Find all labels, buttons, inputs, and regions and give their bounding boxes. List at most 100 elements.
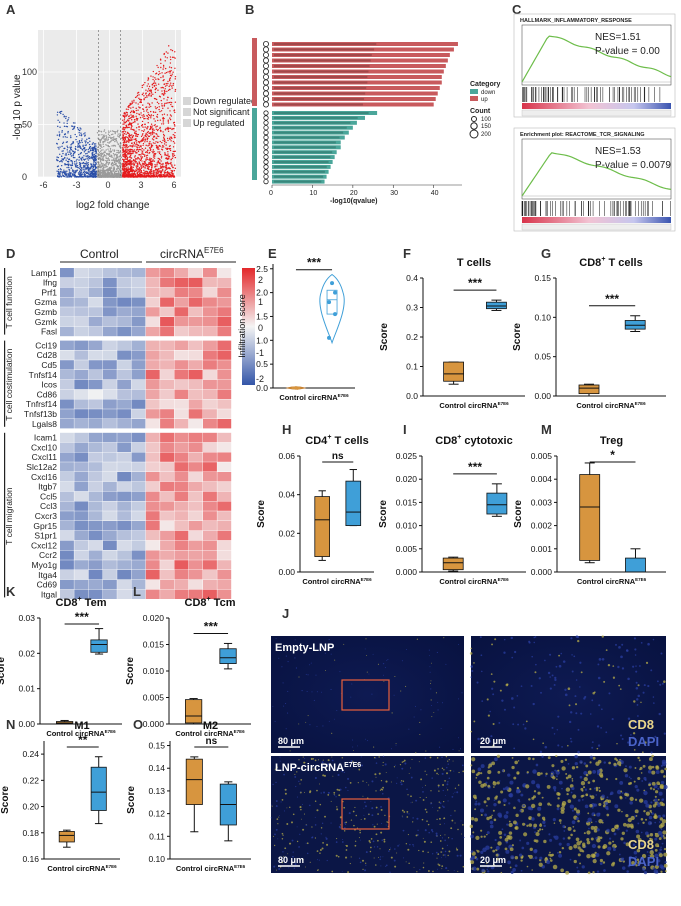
volcano-point-up — [160, 67, 161, 68]
dapi-signal — [658, 713, 660, 715]
gsea-rank-metric — [522, 224, 671, 230]
cd8-signal — [345, 821, 347, 823]
volcano-point-ns — [107, 176, 108, 177]
volcano-point-up — [131, 125, 132, 126]
cd8-signal — [430, 757, 432, 759]
volcano-xlabel: log2 fold change — [76, 200, 150, 211]
heatmap-cell — [203, 317, 217, 326]
cd8-signal — [382, 789, 384, 791]
volcano-point-down — [89, 148, 90, 149]
volcano-point-up — [139, 173, 140, 174]
volcano-point-up — [158, 103, 159, 104]
volcano-point-ns — [111, 165, 112, 166]
cd8-signal — [442, 848, 444, 850]
dapi-signal — [570, 738, 572, 740]
volcano-point-up — [128, 124, 129, 125]
heatmap-cell — [89, 268, 103, 277]
dapi-signal — [277, 838, 278, 839]
heatmap-gene-label: Cd86 — [37, 389, 58, 399]
volcano-point-ns — [108, 130, 109, 131]
volcano-point-ns — [102, 142, 103, 143]
volcano-point-up — [133, 101, 134, 102]
volcano-point-up — [135, 116, 136, 117]
cd8-signal — [426, 820, 428, 822]
heatmap-cell — [132, 327, 146, 336]
boxplot-title: CD8+ Tem — [56, 596, 107, 609]
heatmap-cell — [203, 570, 217, 579]
dapi-signal — [460, 748, 461, 749]
heatmap-cell — [103, 580, 117, 589]
volcano-point-down — [95, 150, 96, 151]
heatmap-cell — [160, 541, 174, 550]
dapi-signal — [345, 787, 347, 789]
boxplot-ytick: 0.004 — [531, 474, 553, 484]
volcano-point-down — [65, 174, 66, 175]
dapi-signal — [419, 869, 420, 870]
volcano-point-down — [57, 147, 58, 148]
heatmap-cell — [103, 482, 117, 491]
volcano-point-up — [123, 166, 124, 167]
volcano-point-up — [142, 104, 143, 105]
volcano-point-up — [162, 176, 163, 177]
dapi-signal — [554, 684, 556, 686]
boxplot-ytick: 0.025 — [396, 451, 418, 461]
volcano-point-up — [145, 165, 146, 166]
dapi-signal — [453, 771, 454, 772]
dapi-signal — [320, 792, 321, 793]
boxplot-ytick: 0.02 — [18, 648, 35, 658]
volcano-point-up — [143, 109, 144, 110]
volcano-point-up — [145, 173, 146, 174]
cd8-signal — [439, 802, 440, 803]
heatmap-cell — [203, 297, 217, 306]
cd8-signal — [378, 756, 379, 757]
volcano-point-up — [165, 170, 166, 171]
cd8-signal — [426, 811, 428, 813]
volcano-point-up — [135, 97, 136, 98]
dapi-signal — [370, 801, 371, 802]
go-count-dot — [263, 96, 268, 101]
dapi-signal — [444, 840, 446, 842]
cd8-signal — [402, 816, 403, 817]
cd8-signal — [431, 716, 432, 717]
volcano-point-down — [84, 151, 85, 152]
volcano-point-up — [146, 157, 147, 158]
go-term-label — [274, 87, 366, 89]
volcano-point-up — [138, 147, 139, 148]
volcano-point-down — [57, 173, 58, 174]
dapi-signal — [347, 778, 349, 780]
volcano-point-ns — [97, 172, 98, 173]
cd8-signal — [366, 782, 367, 783]
volcano-point-up — [144, 171, 145, 172]
heatmap-cell — [217, 419, 231, 428]
gsea-title: Enrichment plot: REACTOME_TCR_SIGNALING — [520, 132, 645, 138]
boxplot-box-control — [444, 362, 464, 381]
volcano-point-ns — [117, 176, 118, 177]
volcano-point-down — [93, 164, 94, 165]
heatmap-cell — [217, 409, 231, 418]
volcano-point-up — [136, 134, 137, 135]
volcano-point-up — [171, 85, 172, 86]
volcano-point-down — [59, 161, 60, 162]
heatmap-cell — [217, 278, 231, 287]
volcano-point-up — [126, 126, 127, 127]
volcano-point-up — [136, 167, 137, 168]
volcano-point-up — [142, 126, 143, 127]
heatmap-cell — [89, 531, 103, 540]
dapi-signal — [514, 651, 516, 653]
cd8-signal — [384, 815, 385, 816]
dapi-signal — [401, 783, 403, 785]
dapi-signal — [597, 663, 599, 665]
dapi-signal — [535, 664, 537, 666]
volcano-point-ns — [101, 131, 102, 132]
volcano-point-up — [166, 85, 167, 86]
cd8-signal — [424, 841, 426, 843]
heatmap-cell — [132, 433, 146, 442]
volcano-point-up — [167, 83, 168, 84]
volcano-point-ns — [119, 169, 120, 170]
volcano-point-up — [132, 170, 133, 171]
heatmap-cell — [189, 380, 203, 389]
dapi-signal — [322, 823, 323, 824]
dapi-signal — [637, 704, 639, 706]
boxplot-ytick: 0.001 — [531, 544, 553, 554]
go-count-dot — [263, 47, 268, 52]
